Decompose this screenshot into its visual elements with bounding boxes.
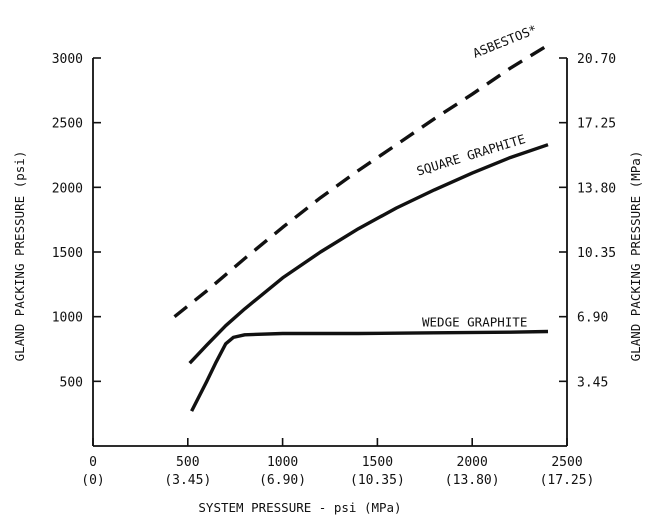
- y-axis-title-right: GLAND PACKING PRESSURE (MPa): [628, 151, 643, 362]
- x-tick-label: 1500: [362, 455, 393, 470]
- y-tick-label-left: 1500: [52, 246, 83, 261]
- series-line-square-graphite: [188, 143, 549, 365]
- series-label-asbestos: ASBESTOS*: [471, 22, 539, 61]
- x-tick-sublabel: (17.25): [540, 473, 595, 488]
- series-label-wedge-graphite: WEDGE GRAPHITE: [422, 314, 527, 329]
- y-tick-label-left: 3000: [52, 52, 83, 67]
- y-tick-label-right: 13.80: [577, 181, 616, 196]
- ticks: [92, 57, 568, 446]
- x-tick-sublabel: (3.45): [164, 473, 211, 488]
- x-tick-label: 500: [176, 455, 199, 470]
- x-tick-sublabel: (13.80): [445, 473, 500, 488]
- x-tick-sublabel: (10.35): [350, 473, 405, 488]
- series-line-wedge-graphite: [190, 329, 549, 412]
- y-tick-label-right: 3.45: [577, 375, 608, 390]
- y-axis-title-left: GLAND PACKING PRESSURE (psi): [12, 151, 27, 362]
- series-label-square-graphite: SQUARE GRAPHITE: [415, 131, 527, 178]
- axes: [92, 58, 568, 447]
- series-line-asbestos: [173, 43, 549, 319]
- y-tick-label-left: 2500: [52, 117, 83, 132]
- tick-labels: 0 (0) 500 (3.45) 1000 (6.90) 1500 (10.35) 2000 (1…: [52, 52, 616, 488]
- x-tick-sublabel: (6.90): [259, 473, 306, 488]
- x-tick-sublabel: (0): [81, 473, 104, 488]
- y-tick-label-right: 20.70: [577, 52, 616, 67]
- y-tick-label-right: 17.25: [577, 117, 616, 132]
- y-tick-label-left: 500: [60, 375, 83, 390]
- series: [173, 43, 549, 412]
- y-tick-label-left: 1000: [52, 311, 83, 326]
- y-tick-label-right: 6.90: [577, 311, 608, 326]
- x-axis-title: SYSTEM PRESSURE - psi (MPa): [198, 500, 401, 515]
- x-tick-label: 0: [89, 455, 97, 470]
- x-tick-label: 2000: [457, 455, 488, 470]
- series-labels: ASBESTOS* SQUARE GRAPHITE WEDGE GRAPHITE: [415, 22, 539, 330]
- x-tick-label: 1000: [267, 455, 298, 470]
- y-tick-label-left: 2000: [52, 181, 83, 196]
- y-tick-label-right: 10.35: [577, 246, 616, 261]
- x-tick-label: 2500: [551, 455, 582, 470]
